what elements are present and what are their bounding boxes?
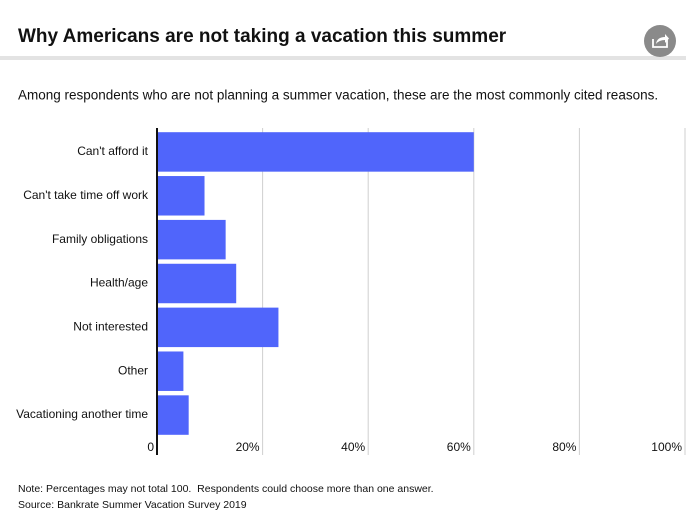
- x-tick-label: 80%: [552, 440, 576, 454]
- x-tick-label: 40%: [341, 440, 365, 454]
- y-tick-label: Can't afford it: [77, 144, 148, 158]
- title-rule: [0, 56, 686, 60]
- x-tick-label: 20%: [236, 440, 260, 454]
- chart-title: Why Americans are not taking a vacation …: [18, 26, 507, 47]
- bar: [157, 351, 184, 391]
- y-tick-label: Vacationing another time: [16, 407, 148, 421]
- bar: [157, 176, 205, 216]
- share-button[interactable]: [644, 25, 676, 57]
- chart-note: Note: Percentages may not total 100. Res…: [18, 483, 434, 495]
- bar: [157, 263, 237, 304]
- y-tick-label: Health/age: [90, 276, 148, 290]
- chart-source: Source: Bankrate Summer Vacation Survey …: [18, 499, 247, 511]
- chart-subtitle: Among respondents who are not planning a…: [18, 88, 658, 103]
- x-tick-label: 0: [147, 440, 154, 454]
- y-tick-label: Can't take time off work: [23, 188, 149, 202]
- x-tick-label: 60%: [447, 440, 471, 454]
- y-tick-label: Family obligations: [52, 232, 148, 246]
- bar: [157, 219, 226, 260]
- x-tick-label: 100%: [651, 440, 682, 454]
- y-tick-label: Not interested: [73, 320, 148, 334]
- share-icon[interactable]: [652, 39, 668, 48]
- share-circle[interactable]: [644, 25, 676, 57]
- bar: [157, 307, 279, 348]
- bar: [157, 395, 189, 435]
- y-tick-label: Other: [118, 363, 148, 377]
- bar: [157, 132, 474, 172]
- share-arrow[interactable]: [656, 34, 669, 44]
